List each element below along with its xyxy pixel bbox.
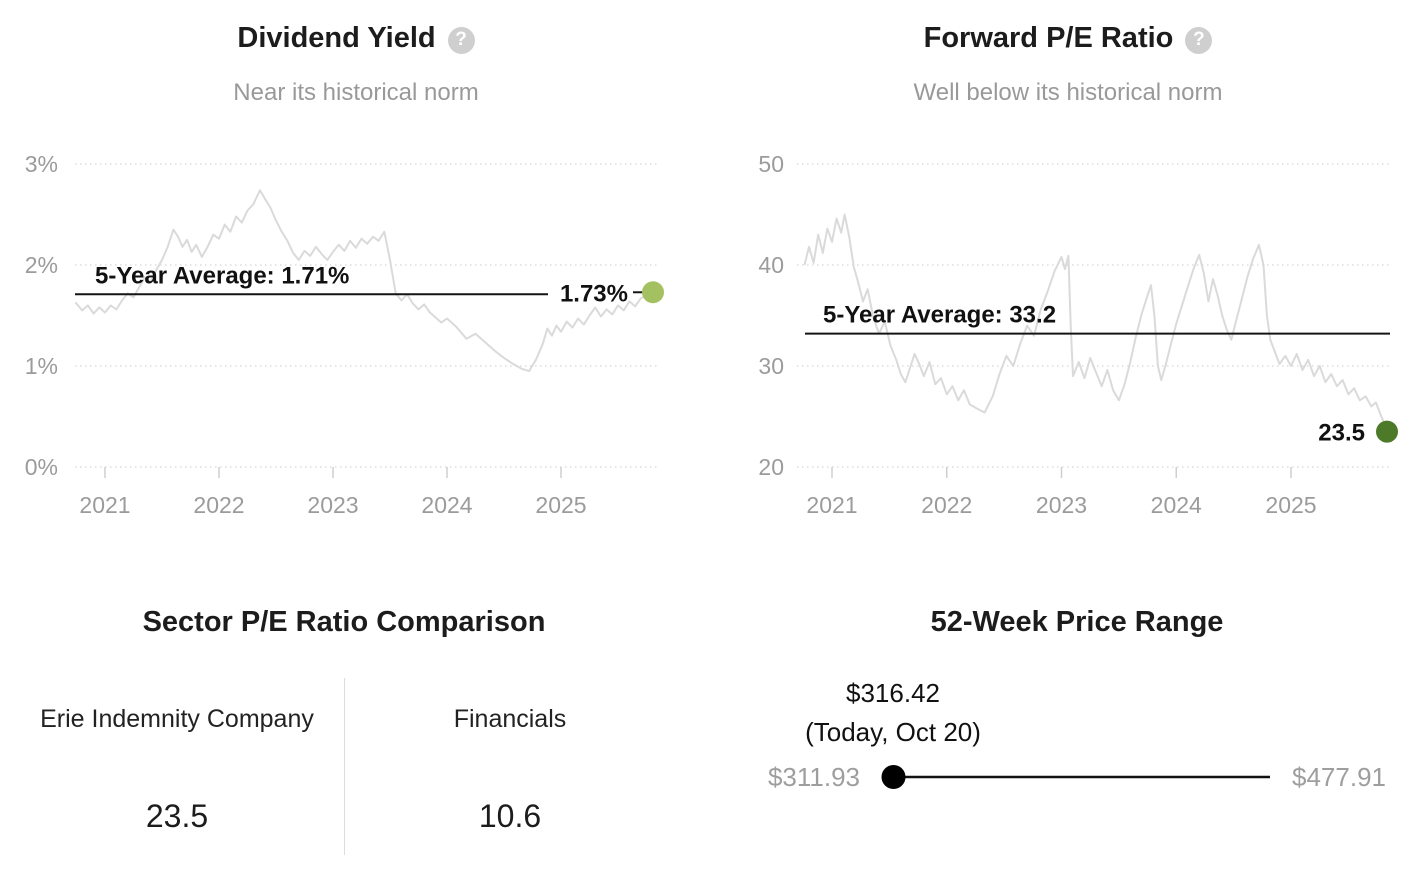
help-icon[interactable]: ? xyxy=(447,26,475,54)
dividend-yield-ytick-label: 3% xyxy=(25,151,58,177)
dividend-yield-series-line xyxy=(74,189,654,373)
company-pe-value: 23.5 xyxy=(145,798,209,834)
forward-pe-xtick-label: 2025 xyxy=(1265,492,1316,518)
dividend-yield-xtick-label: 2022 xyxy=(193,492,244,518)
current-price-marker xyxy=(881,765,906,789)
forward-pe-ytick-label: 30 xyxy=(758,353,784,379)
current-price-date-label: (Today, Oct 20) xyxy=(805,717,981,747)
forward-pe-ytick-label: 20 xyxy=(758,454,784,480)
sector-name-label: Financials xyxy=(453,705,567,733)
forward-pe-chart[interactable]: 50 40 30 20 2021 2022 2023 2024 2025 5-Year Avera… xyxy=(712,0,1424,580)
dividend-yield-current-dot xyxy=(642,281,664,304)
company-name-label: Erie Indemnity Company xyxy=(40,705,314,733)
sector-pe-column: Financials 10.6 xyxy=(370,700,650,860)
forward-pe-ytick-label: 50 xyxy=(758,151,784,177)
dividend-yield-panel: Dividend Yield ? Near its historical nor… xyxy=(0,0,712,580)
dividend-yield-header: Dividend Yield ? xyxy=(0,22,712,55)
dividend-yield-average-label: 5-Year Average: 1.71% xyxy=(95,262,349,289)
forward-pe-ytick-label: 40 xyxy=(758,252,784,278)
question-mark-icon: ? xyxy=(455,29,467,50)
forward-pe-xtick-label: 2022 xyxy=(921,492,972,518)
forward-pe-current-dot xyxy=(1376,420,1398,443)
forward-pe-xtick-label: 2023 xyxy=(1036,492,1087,518)
forward-pe-current-value-label: 23.5 xyxy=(1318,420,1365,447)
forward-pe-title: Forward P/E Ratio xyxy=(923,22,1174,54)
help-icon[interactable]: ? xyxy=(1185,26,1213,54)
sector-pe-comparison-panel: Sector P/E Ratio Comparison Erie Indemni… xyxy=(0,580,712,872)
dividend-yield-ytick-label: 1% xyxy=(25,353,58,379)
forward-pe-average-label: 5-Year Average: 33.2 xyxy=(823,302,1056,329)
forward-pe-xtick-label: 2024 xyxy=(1151,492,1202,518)
dividend-yield-subtitle: Near its historical norm xyxy=(233,79,479,106)
column-divider xyxy=(344,678,345,855)
sector-pe-value: 10.6 xyxy=(478,798,542,834)
price-range-high-label: $477.91 xyxy=(1292,762,1386,792)
price-range-panel: 52-Week Price Range $316.42 (Today, Oct … xyxy=(712,580,1424,872)
price-range-low-label: $311.93 xyxy=(768,762,860,792)
company-pe-column: Erie Indemnity Company 23.5 xyxy=(37,700,317,860)
sector-pe-comparison-title: Sector P/E Ratio Comparison xyxy=(142,606,546,638)
forward-pe-xtick-label: 2021 xyxy=(806,492,857,518)
dividend-yield-chart[interactable]: 3% 2% 1% 0% 2021 2022 2023 2024 2025 5-Year Avera… xyxy=(0,0,712,580)
dividend-yield-ytick-label: 0% xyxy=(25,454,58,480)
dividend-yield-xtick-label: 2021 xyxy=(79,492,130,518)
forward-pe-header: Forward P/E Ratio ? xyxy=(712,22,1424,55)
current-price-label: $316.42 xyxy=(846,678,940,708)
price-range-title: 52-Week Price Range xyxy=(930,606,1224,638)
dividend-yield-xtick-label: 2025 xyxy=(535,492,586,518)
dividend-yield-ytick-label: 2% xyxy=(25,252,58,278)
dividend-yield-xtick-label: 2024 xyxy=(421,492,472,518)
dividend-yield-current-value-label: 1.73% xyxy=(560,280,628,307)
dividend-yield-title: Dividend Yield xyxy=(237,22,436,54)
price-range-slider: $311.93 $477.91 xyxy=(768,762,1386,792)
forward-pe-panel: Forward P/E Ratio ? Well below its histo… xyxy=(712,0,1424,580)
forward-pe-series-line xyxy=(803,213,1389,432)
question-mark-icon: ? xyxy=(1193,29,1205,50)
dividend-yield-xtick-label: 2023 xyxy=(307,492,358,518)
forward-pe-subtitle: Well below its historical norm xyxy=(913,79,1223,106)
